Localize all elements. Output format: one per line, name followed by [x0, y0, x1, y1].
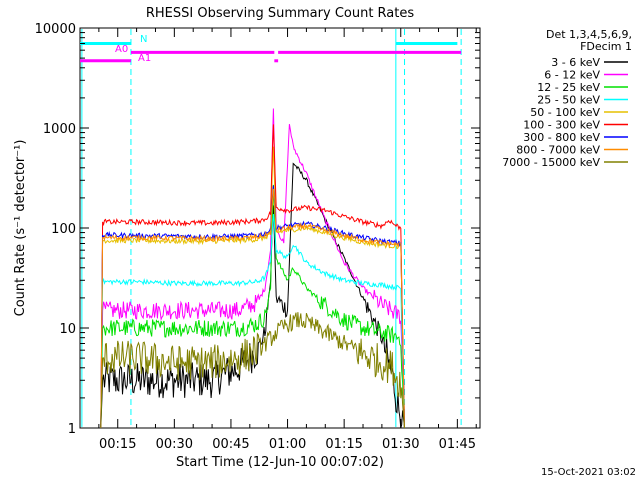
- legend-header-1: Det 1,3,4,5,6,9,: [546, 28, 632, 41]
- x-tick-label: 01:15: [325, 437, 362, 452]
- legend-header-2: FDecim 1: [580, 40, 632, 53]
- legend-label: 50 - 100 keV: [530, 106, 600, 119]
- x-tick-label: 00:30: [156, 437, 193, 452]
- y-axis-ticks: 1 10 100 1000 10000: [35, 22, 480, 437]
- series-line-5: [100, 124, 405, 429]
- footer-date: 15-Oct-2021 03:02: [541, 467, 636, 478]
- legend-label: 25 - 50 keV: [537, 94, 600, 107]
- flag-label-n: N: [140, 34, 147, 45]
- series-line-3: [100, 213, 405, 429]
- y-axis-label: Count Rate (s⁻¹ detector⁻¹): [13, 140, 28, 317]
- legend-label: 3 - 6 keV: [551, 56, 600, 69]
- y-tick-label: 1: [68, 422, 76, 437]
- legend-label: 300 - 800 keV: [523, 131, 600, 144]
- y-tick-label: 10000: [35, 22, 76, 37]
- x-axis-ticks: 00:15 00:30 00:45 01:00 01:15 01:30 01:45: [98, 28, 477, 452]
- flag-label-a1: A1: [138, 53, 151, 64]
- data-series: [100, 108, 405, 429]
- series-line-0: [100, 162, 405, 429]
- plot-area: N A0 A1: [79, 27, 481, 429]
- x-tick-label: 00:15: [99, 437, 136, 452]
- legend-label: 7000 - 15000 keV: [502, 156, 600, 169]
- series-line-2: [100, 184, 405, 429]
- series-line-8: [100, 312, 405, 429]
- x-tick-label: 01:45: [439, 437, 476, 452]
- x-tick-label: 00:45: [212, 437, 249, 452]
- series-line-1: [100, 108, 405, 429]
- instrument-flags: N A0 A1: [80, 34, 462, 64]
- chart-title: RHESSI Observing Summary Count Rates: [146, 6, 415, 21]
- x-axis-label: Start Time (12-Jun-10 00:07:02): [176, 455, 384, 470]
- flag-label-a0: A0: [115, 44, 128, 55]
- series-line-4: [100, 146, 405, 429]
- vertical-markers: [81, 29, 462, 427]
- legend-label: 100 - 300 keV: [523, 119, 600, 132]
- y-tick-label: 10: [59, 322, 76, 337]
- x-tick-label: 01:00: [269, 437, 306, 452]
- legend-label: 12 - 25 keV: [537, 81, 600, 94]
- series-line-7: [100, 188, 405, 429]
- legend-label: 6 - 12 keV: [544, 69, 600, 82]
- y-tick-label: 100: [51, 222, 76, 237]
- legend-label: 800 - 7000 keV: [516, 144, 600, 157]
- y-tick-label: 1000: [43, 122, 76, 137]
- x-tick-label: 01:30: [382, 437, 419, 452]
